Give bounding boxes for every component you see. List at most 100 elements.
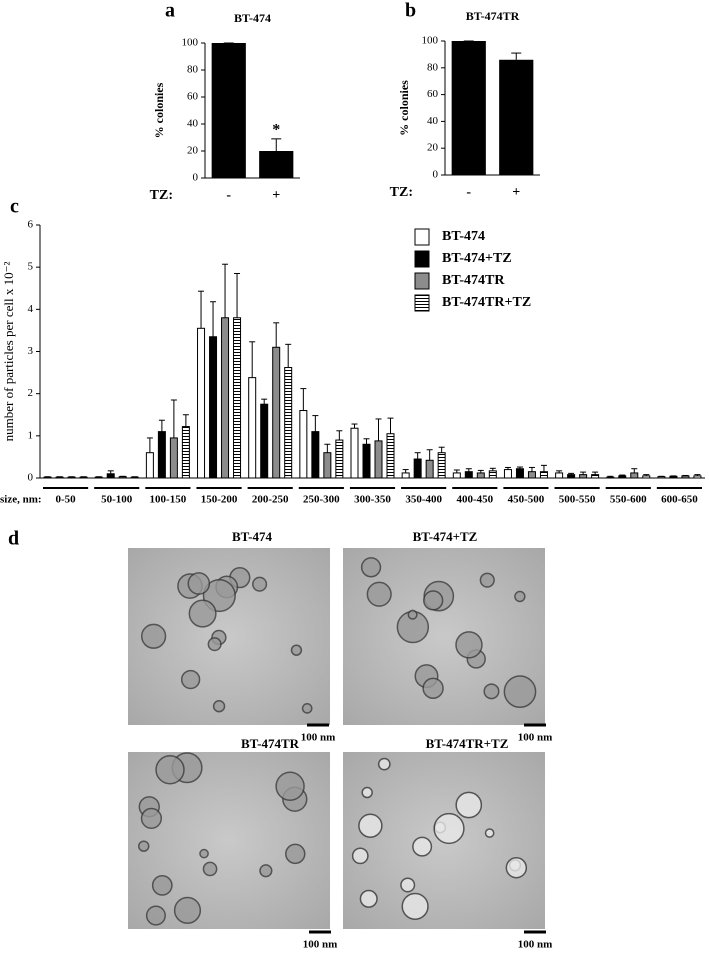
chart-title: BT-474TR	[466, 9, 520, 23]
error-bar	[631, 468, 638, 473]
micrograph	[128, 548, 330, 725]
bar	[248, 377, 257, 479]
particle	[275, 771, 305, 801]
bar	[118, 476, 127, 479]
bar	[515, 468, 524, 479]
y-tick-label: 20	[187, 145, 199, 157]
particle	[401, 892, 429, 920]
error-bar	[273, 322, 280, 348]
particle	[514, 590, 526, 603]
bar	[527, 471, 536, 479]
bar	[591, 474, 600, 479]
particle	[212, 700, 226, 713]
error-bar	[643, 474, 650, 476]
particle	[484, 828, 495, 838]
x-tick-label: 150-200	[201, 494, 238, 506]
error-bar	[556, 470, 563, 473]
bar	[413, 458, 422, 479]
particle	[366, 581, 392, 607]
bar	[451, 41, 486, 175]
bar	[657, 476, 666, 479]
particle	[412, 836, 433, 857]
bar	[567, 474, 576, 479]
micrograph-title: BT-474+TZ	[413, 529, 478, 544]
y-tick-label: 80	[427, 61, 439, 73]
chart-title: BT-474	[234, 11, 271, 25]
error-bar	[336, 430, 343, 441]
particle	[140, 807, 163, 830]
error-bar	[414, 452, 421, 460]
error-bar	[198, 290, 205, 329]
error-bar	[540, 464, 547, 472]
x-tick-label: 50-100	[101, 494, 133, 506]
particle	[479, 572, 495, 588]
micrograph	[343, 752, 545, 929]
bar	[488, 470, 497, 479]
legend-swatch	[414, 228, 430, 246]
error-bar	[511, 52, 522, 60]
bar	[106, 473, 115, 479]
x-tick-label: 200-250	[252, 494, 289, 506]
particle	[423, 590, 444, 611]
y-axis-label: number of particles per cell x 10⁻²	[1, 262, 16, 442]
particle	[290, 644, 303, 656]
particle	[359, 889, 378, 908]
error-bar	[592, 471, 599, 475]
x-tick-label: 450-500	[508, 494, 545, 506]
micrograph-title: BT-474TR	[241, 736, 300, 751]
error-bar	[607, 475, 614, 478]
particle	[202, 861, 218, 877]
particle	[407, 609, 418, 620]
bar	[43, 476, 52, 479]
particle	[455, 791, 483, 819]
panel-label: b	[405, 0, 416, 22]
error-bar	[375, 418, 382, 441]
legend-label: BT-474+TZ	[442, 251, 512, 266]
micrograph-title: BT-474	[232, 529, 272, 544]
particle	[455, 631, 483, 659]
y-tick-label: 100	[422, 35, 439, 47]
bar	[55, 476, 64, 479]
error-bar	[528, 466, 535, 472]
annotation: *	[272, 122, 280, 139]
y-tick-label: 4	[28, 303, 34, 315]
x-tick-label: +	[272, 188, 280, 203]
bar	[539, 471, 548, 479]
legend-swatch	[414, 294, 430, 312]
y-tick-label: 20	[427, 142, 439, 154]
bar	[437, 452, 446, 479]
panel-label: d	[8, 528, 19, 550]
error-bar	[146, 437, 153, 453]
particle	[503, 675, 537, 709]
bar	[209, 336, 218, 479]
particle	[361, 786, 373, 799]
y-axis-label: % colonies	[397, 80, 411, 136]
y-tick-label: 40	[187, 118, 199, 130]
x-tick-label: 100-150	[150, 494, 187, 506]
bar	[284, 367, 293, 479]
x-tick-label: +	[512, 185, 520, 200]
error-bar	[387, 417, 394, 434]
y-tick-label: 0	[28, 472, 34, 484]
particle	[377, 757, 391, 771]
particle	[155, 755, 185, 785]
micrograph	[343, 548, 545, 725]
bar	[386, 433, 395, 479]
particle	[301, 703, 313, 714]
bar	[555, 472, 564, 479]
x-tick-label: -	[226, 188, 231, 203]
particle	[207, 637, 222, 652]
scale-bar-label: 100 nm	[301, 732, 336, 744]
bar	[335, 439, 344, 479]
bar	[425, 459, 434, 479]
particle	[358, 813, 383, 838]
bar	[499, 59, 534, 176]
x-tick-label: 600-650	[661, 494, 698, 506]
particle	[145, 905, 166, 926]
particle	[140, 623, 167, 649]
error-bar	[363, 438, 370, 445]
particle	[285, 843, 306, 865]
error-bar	[453, 469, 460, 473]
bar	[503, 469, 512, 479]
x-axis-label: TZ:	[390, 185, 413, 200]
